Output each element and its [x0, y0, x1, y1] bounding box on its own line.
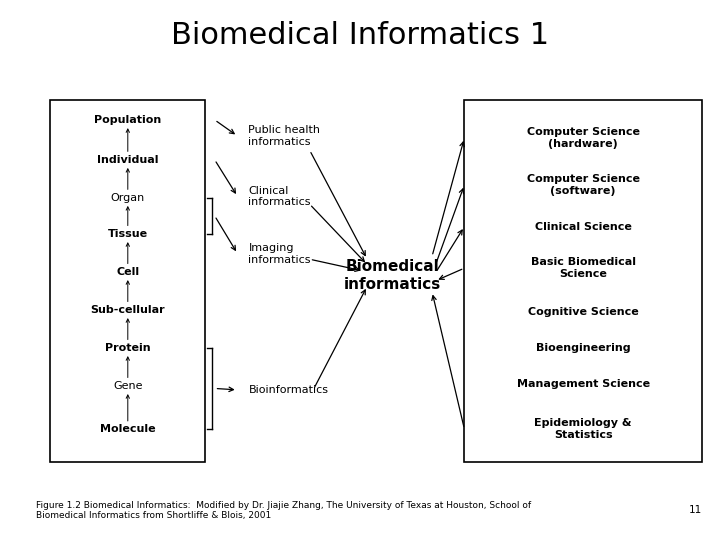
Text: Cognitive Science: Cognitive Science	[528, 307, 639, 316]
Text: Clinical
informatics: Clinical informatics	[248, 186, 311, 207]
Bar	[464, 100, 702, 462]
Text: Management Science: Management Science	[517, 379, 649, 389]
Text: Biomedical Informatics 1: Biomedical Informatics 1	[171, 21, 549, 50]
Text: Organ: Organ	[111, 193, 145, 202]
Text: Population: Population	[94, 115, 161, 125]
Text: Gene: Gene	[113, 381, 143, 391]
Text: Bioinformatics: Bioinformatics	[248, 385, 328, 395]
Text: 11: 11	[689, 505, 702, 515]
Text: Computer Science
(hardware): Computer Science (hardware)	[527, 127, 639, 148]
Bar	[50, 100, 205, 462]
Text: Sub-cellular: Sub-cellular	[91, 305, 165, 315]
Text: Molecule: Molecule	[100, 424, 156, 434]
Text: Basic Biomedical
Science: Basic Biomedical Science	[531, 258, 636, 279]
Text: Cell: Cell	[116, 267, 140, 277]
Text: Imaging
informatics: Imaging informatics	[248, 243, 311, 265]
Text: Individual: Individual	[97, 154, 158, 165]
Text: Computer Science
(software): Computer Science (software)	[527, 174, 639, 195]
Text: Epidemiology &
Statistics: Epidemiology & Statistics	[534, 418, 632, 440]
Text: Clinical Science: Clinical Science	[535, 221, 631, 232]
Text: Figure 1.2 Biomedical Informatics:  Modified by Dr. Jiajie Zhang, The University: Figure 1.2 Biomedical Informatics: Modif…	[36, 501, 531, 520]
Text: Protein: Protein	[105, 343, 150, 353]
Text: Bioengineering: Bioengineering	[536, 343, 631, 353]
Text: Public health
informatics: Public health informatics	[248, 125, 320, 147]
Text: Tissue: Tissue	[108, 229, 148, 239]
Text: Biomedical
informatics: Biomedical informatics	[343, 259, 441, 292]
